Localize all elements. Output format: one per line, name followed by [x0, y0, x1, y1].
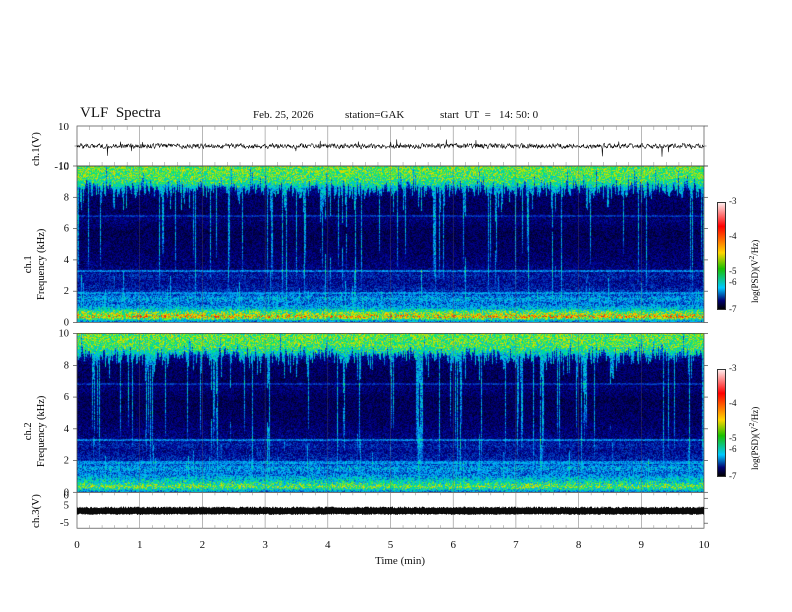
svg-text:2: 2: [64, 286, 69, 297]
svg-text:0: 0: [74, 539, 80, 551]
svg-text:10: 10: [58, 121, 70, 133]
svg-text:8: 8: [64, 360, 69, 371]
svg-text:9: 9: [639, 539, 645, 551]
svg-text:6: 6: [64, 392, 69, 403]
svg-text:4: 4: [64, 255, 70, 266]
svg-text:0: 0: [64, 318, 69, 329]
svg-text:-5: -5: [60, 517, 70, 529]
svg-text:4: 4: [64, 424, 70, 435]
svg-text:10: 10: [59, 161, 70, 172]
svg-text:8: 8: [576, 539, 582, 551]
svg-text:4: 4: [325, 539, 331, 551]
svg-text:8: 8: [64, 192, 69, 203]
svg-text:2: 2: [200, 539, 206, 551]
svg-text:1: 1: [137, 539, 143, 551]
svg-text:3: 3: [262, 539, 268, 551]
svg-text:10: 10: [699, 539, 711, 551]
svg-text:2: 2: [64, 456, 69, 467]
svg-text:5: 5: [388, 539, 394, 551]
svg-text:5: 5: [64, 499, 70, 511]
svg-text:6: 6: [450, 539, 456, 551]
svg-text:6: 6: [64, 224, 69, 235]
svg-text:7: 7: [513, 539, 519, 551]
svg-text:10: 10: [59, 329, 70, 340]
